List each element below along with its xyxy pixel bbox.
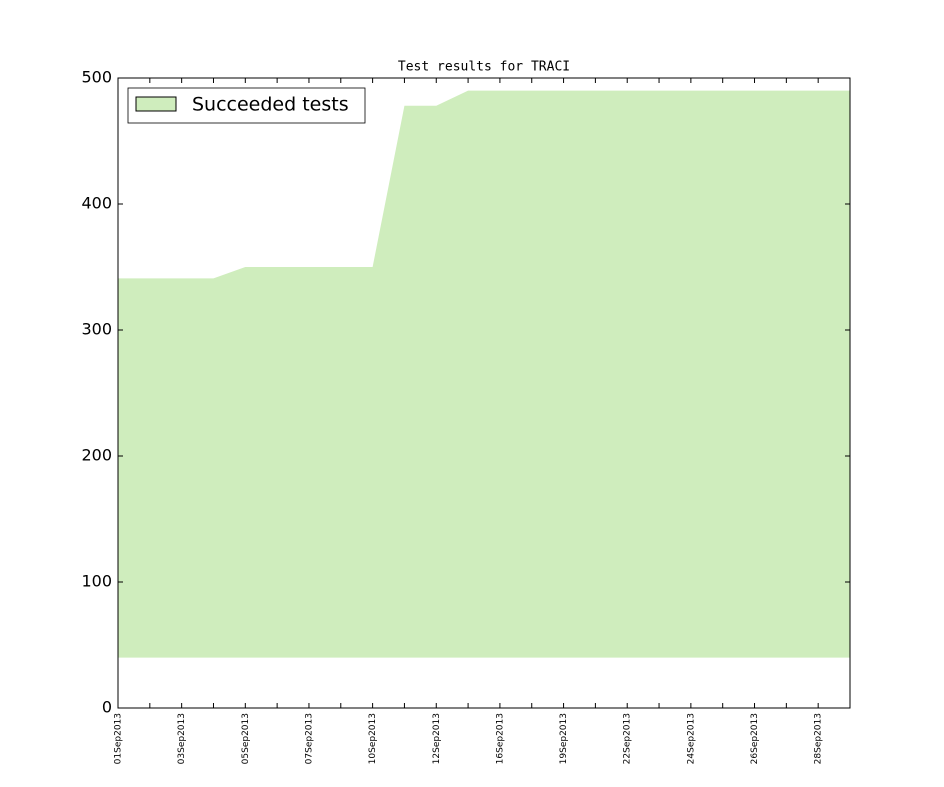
y-tick-label: 300: [81, 320, 112, 339]
area: [118, 90, 850, 658]
x-tick-label: 10Sep2013: [368, 713, 378, 764]
x-tick-label: 12Sep2013: [432, 713, 442, 764]
y-tick-label: 500: [81, 68, 112, 87]
x-tick-label: 19Sep2013: [559, 713, 569, 764]
legend-label: Succeeded tests: [192, 94, 349, 116]
x-tick-label: 28Sep2013: [814, 713, 824, 764]
x-tick-label: 26Sep2013: [750, 713, 760, 764]
x-tick-label: 22Sep2013: [623, 713, 633, 764]
legend-swatch: [135, 96, 177, 112]
y-tick-label: 400: [81, 194, 112, 213]
plot-frame: [117, 77, 851, 709]
x-tick-label: 01Sep2013: [114, 713, 124, 764]
legend: Succeeded tests: [127, 87, 366, 124]
y-tick-label: 100: [81, 572, 112, 591]
x-tick-label: 05Sep2013: [241, 713, 251, 764]
x-tick-label: 16Sep2013: [495, 713, 505, 764]
y-tick-label: 0: [102, 698, 112, 717]
x-tick-label: 24Sep2013: [686, 713, 696, 764]
x-tick-label: 07Sep2013: [304, 713, 314, 764]
y-tick-label: 200: [81, 446, 112, 465]
x-tick-label: 03Sep2013: [177, 713, 187, 764]
chart-title: Test results for TRACI: [398, 60, 570, 75]
